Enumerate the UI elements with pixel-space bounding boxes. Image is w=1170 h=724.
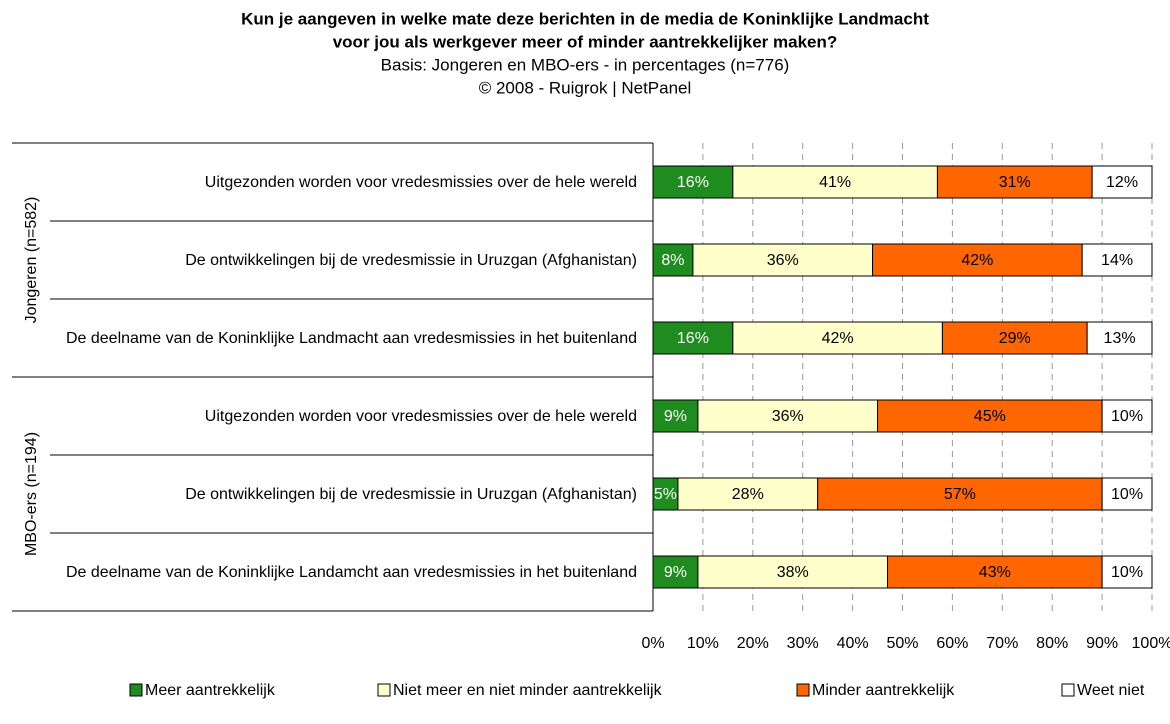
bar-segment bbox=[652, 555, 699, 589]
x-tick-label: 10% bbox=[687, 635, 719, 652]
bar-segment bbox=[697, 399, 879, 433]
value-label: 41% bbox=[819, 174, 851, 191]
category-label-wrap: De ontwikkelingen bij de vredesmissie in… bbox=[40, 221, 637, 299]
category-label-wrap: Uitgezonden worden voor vredesmissies ov… bbox=[40, 143, 637, 221]
bar-segment bbox=[1091, 165, 1153, 199]
x-tick-label: 70% bbox=[986, 635, 1018, 652]
value-label: 16% bbox=[677, 174, 709, 191]
category-label-box: De deelname van de Koninklijke Landamcht… bbox=[40, 533, 637, 611]
category-label: De ontwikkelingen bij de vredesmissie in… bbox=[185, 251, 637, 269]
x-tick-label: 80% bbox=[1036, 635, 1068, 652]
bar-segment bbox=[1101, 555, 1153, 589]
bar-segment bbox=[692, 243, 874, 277]
value-label: 38% bbox=[777, 564, 809, 581]
bar-segment bbox=[697, 555, 889, 589]
value-label: 42% bbox=[961, 252, 993, 269]
bar-segment bbox=[887, 555, 1103, 589]
bar-segment bbox=[1081, 243, 1153, 277]
bar-segment bbox=[732, 165, 938, 199]
x-tick-label: 30% bbox=[787, 635, 819, 652]
x-tick-label: 20% bbox=[737, 635, 769, 652]
value-label: 36% bbox=[772, 408, 804, 425]
legend-label: Niet meer en niet minder aantrekkelijk bbox=[393, 682, 663, 699]
bar-segment bbox=[877, 399, 1103, 433]
bar-segment bbox=[1086, 321, 1153, 355]
value-label: 28% bbox=[732, 486, 764, 503]
value-label: 57% bbox=[944, 486, 976, 503]
value-label: 43% bbox=[979, 564, 1011, 581]
value-label: 45% bbox=[974, 408, 1006, 425]
bar-segment bbox=[652, 399, 699, 433]
category-label-wrap: De ontwikkelingen bij de vredesmissie in… bbox=[40, 455, 637, 533]
legend-swatch bbox=[1061, 683, 1075, 697]
value-label: 10% bbox=[1111, 486, 1143, 503]
legend-swatch bbox=[796, 683, 810, 697]
chart-subtitle: © 2008 - Ruigrok | NetPanel bbox=[479, 78, 692, 97]
chart-title: Kun je aangeven in welke mate deze beric… bbox=[241, 9, 929, 28]
legend-label: Minder aantrekkelijk bbox=[812, 682, 955, 699]
x-tick-label: 50% bbox=[886, 635, 918, 652]
bar-segment bbox=[1101, 399, 1153, 433]
x-tick-label: 0% bbox=[641, 635, 664, 652]
category-label-box: De ontwikkelingen bij de vredesmissie in… bbox=[40, 455, 637, 533]
x-tick-label: 100% bbox=[1132, 635, 1170, 652]
value-label: 10% bbox=[1111, 564, 1143, 581]
group-label: Jongeren (n=582) bbox=[23, 197, 40, 324]
category-label-wrap: Uitgezonden worden voor vredesmissies ov… bbox=[40, 377, 637, 455]
bar-segment bbox=[677, 477, 819, 511]
bar-segment bbox=[732, 321, 943, 355]
bar-segment bbox=[817, 477, 1103, 511]
chart-subtitle: Basis: Jongeren en MBO-ers - in percenta… bbox=[381, 55, 790, 74]
category-label: Uitgezonden worden voor vredesmissies ov… bbox=[204, 173, 637, 191]
category-label: De ontwikkelingen bij de vredesmissie in… bbox=[185, 485, 637, 503]
value-label: 8% bbox=[661, 252, 684, 269]
value-label: 31% bbox=[999, 174, 1031, 191]
value-label: 9% bbox=[664, 564, 687, 581]
value-label: 10% bbox=[1111, 408, 1143, 425]
legend-label: Meer aantrekkelijk bbox=[145, 682, 276, 699]
value-label: 5% bbox=[654, 486, 677, 503]
category-label-box: De deelname van de Koninklijke Landmacht… bbox=[40, 299, 637, 377]
value-label: 9% bbox=[664, 408, 687, 425]
bar-segment bbox=[652, 477, 679, 511]
value-label: 29% bbox=[999, 330, 1031, 347]
category-label-box: Uitgezonden worden voor vredesmissies ov… bbox=[40, 143, 637, 221]
value-label: 13% bbox=[1104, 330, 1136, 347]
category-label-box: Uitgezonden worden voor vredesmissies ov… bbox=[40, 377, 637, 455]
legend-label: Weet niet bbox=[1077, 682, 1145, 699]
value-label: 12% bbox=[1106, 174, 1138, 191]
category-label-box: De ontwikkelingen bij de vredesmissie in… bbox=[40, 221, 637, 299]
bar-segment bbox=[1101, 477, 1153, 511]
category-label: De deelname van de Koninklijke Landmacht… bbox=[65, 329, 637, 347]
category-label-wrap: De deelname van de Koninklijke Landamcht… bbox=[40, 533, 637, 611]
value-label: 14% bbox=[1101, 252, 1133, 269]
category-label-wrap: De deelname van de Koninklijke Landmacht… bbox=[40, 299, 637, 377]
category-label: Uitgezonden worden voor vredesmissies ov… bbox=[204, 407, 637, 425]
legend-swatch bbox=[129, 683, 143, 697]
value-label: 42% bbox=[822, 330, 854, 347]
chart-title: voor jou als werkgever meer of minder aa… bbox=[333, 32, 838, 51]
value-label: 16% bbox=[677, 330, 709, 347]
category-label: De deelname van de Koninklijke Landamcht… bbox=[65, 563, 637, 581]
x-tick-label: 40% bbox=[837, 635, 869, 652]
x-tick-label: 60% bbox=[936, 635, 968, 652]
value-label: 36% bbox=[767, 252, 799, 269]
group-label: MBO-ers (n=194) bbox=[23, 432, 40, 556]
legend-swatch bbox=[377, 683, 391, 697]
x-tick-label: 90% bbox=[1086, 635, 1118, 652]
